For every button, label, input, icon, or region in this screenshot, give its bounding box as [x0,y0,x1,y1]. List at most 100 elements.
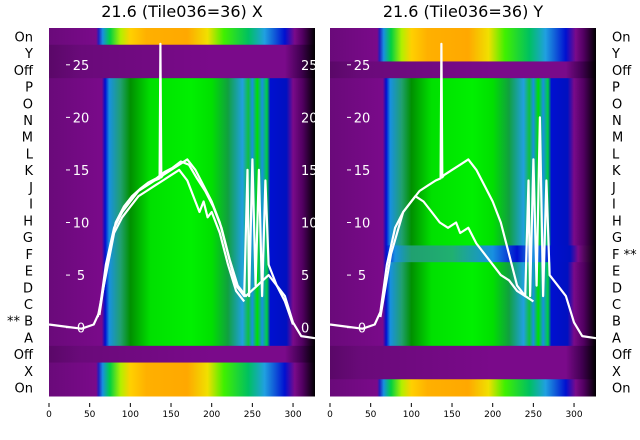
heatmap-row [49,28,315,46]
heatmap [49,28,315,397]
heatmap-row [330,178,596,196]
row-label: C [612,298,621,313]
heatmap-row [330,379,596,397]
row-label: P [25,81,33,96]
heatmap-row [330,61,596,79]
row-label: F [26,248,33,263]
heatmap-row [49,128,315,146]
heatmap-row [330,345,596,364]
overlay-ytick-label-right: 10 [301,217,318,232]
overlay-ytick-label: 5 [77,269,85,284]
row-label: F ** [612,248,637,263]
overlay-ytick-label: 15 [73,164,90,179]
heatmap-row [330,161,596,180]
overlay-ytick-label-right: 20 [301,111,318,126]
row-label: On [612,30,630,45]
row-label: K [612,164,621,179]
xtick-label: 250 [525,410,542,420]
heatmap-row [330,145,596,163]
xtick-label: 200 [484,410,501,420]
row-label: L [26,147,34,162]
xtick-label: 100 [403,410,420,420]
overlay-ytick-label: 10 [354,217,371,232]
heatmap-row [330,362,596,380]
heatmap-row [49,345,315,364]
overlay-ytick-label: 15 [354,164,371,179]
heatmap-row [330,195,596,213]
spectrum-line [379,195,534,318]
heatmap-row [49,262,315,280]
heatmap-row [330,245,596,263]
xtick-label: 0 [46,410,52,420]
heatmap-row [330,94,596,113]
heatmap-row [330,312,596,330]
overlay-ytick-label: 5 [358,269,366,284]
heatmap-row [49,379,315,397]
row-label: C [24,298,33,313]
heatmap-row [49,61,315,79]
overlay-ytick-label-right: 25 [301,59,318,74]
row-label: Off [14,348,34,363]
heatmap-row [330,278,596,297]
heatmap-row [49,195,315,213]
xtick-label: 250 [244,410,261,420]
row-label: I [29,198,33,213]
xtick-label: 300 [284,410,301,420]
row-label: Off [612,348,632,363]
spectrum-line [96,168,246,318]
xtick-label: 50 [365,410,377,420]
row-label: N [23,114,33,129]
row-label: G [612,231,622,246]
heatmap [330,28,596,397]
heatmap-row [330,295,596,313]
xtick-label: 200 [203,410,220,420]
overlay-ytick-label: 20 [354,111,371,126]
row-label: A [612,331,621,346]
heatmap-row [49,295,315,313]
heatmap-row [49,329,315,347]
xtick-label: 100 [122,410,139,420]
xtick-label: 300 [565,410,582,420]
row-label: E [25,265,33,280]
row-label: O [23,97,33,112]
heatmap-row [330,128,596,146]
heatmap-row [330,111,596,129]
heatmap-row [330,28,596,46]
overlay-ytick-label-right: 15 [301,164,318,179]
heatmap-row [49,94,315,113]
row-label: P [612,81,620,96]
row-label: Off [612,64,632,79]
chart-title: 21.6 (Tile036=36) Y [383,2,544,21]
row-label: M [22,131,33,146]
heatmap-row [49,362,315,380]
row-label: E [612,265,620,280]
row-label: J [28,181,33,196]
row-label: On [15,30,33,45]
overlay-ytick-label: 25 [73,59,90,74]
spectrum-line [329,42,597,340]
heatmap-row [330,44,596,62]
row-label: Y [611,47,620,62]
row-label: H [612,214,622,229]
row-label: X [24,365,33,380]
row-label: O [612,97,622,112]
row-label: D [612,281,622,296]
row-label: L [612,147,620,162]
row-label: I [612,198,616,213]
xtick-label: 50 [84,410,96,420]
xtick-label: 150 [443,410,460,420]
row-label: D [23,281,33,296]
row-label: G [23,231,33,246]
heatmap-row [330,78,596,96]
heatmap-row [49,145,315,163]
overlay-ytick-label-right: 0 [301,322,309,337]
overlay-ytick-label: 10 [73,217,90,232]
xtick-label: 0 [327,410,333,420]
row-label: Off [14,64,34,79]
heatmap-row [49,111,315,129]
row-label: J [611,181,616,196]
row-label: M [612,131,623,146]
